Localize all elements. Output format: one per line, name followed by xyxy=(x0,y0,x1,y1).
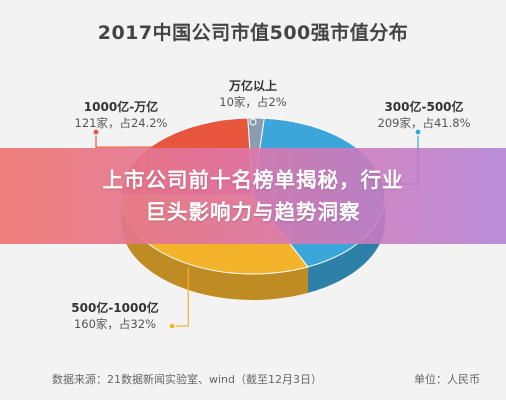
headline-line-1: 上市公司前十名榜单揭秘，行业 xyxy=(102,168,404,192)
slice-label-name: 万亿以上 xyxy=(228,79,277,93)
leader-dot xyxy=(414,128,422,136)
chart-title: 2017中国公司市值500强市值分布 xyxy=(97,22,409,44)
article-headline-banner[interactable]: 上市公司前十名榜单揭秘，行业 巨头影响力与趋势洞察 xyxy=(0,148,506,244)
slice-label-1000-10000: 1000亿-万亿 121家，占24.2% xyxy=(62,99,180,131)
headline-line-2: 巨头影响力与趋势洞察 xyxy=(145,200,361,224)
slice-label-detail: 121家，占24.2% xyxy=(74,116,168,130)
slice-label-detail: 160家，占32% xyxy=(73,317,156,331)
slice-label-detail: 209家，占41.8% xyxy=(377,116,471,130)
slice-label-name: 1000亿-万亿 xyxy=(83,100,159,114)
unit-note: 单位：人民币 xyxy=(414,373,480,386)
slice-label-name: 500亿-1000亿 xyxy=(71,301,159,315)
leader-line xyxy=(172,267,189,327)
slice-label-over-10000: 万亿以上 10家，占2% xyxy=(198,78,308,110)
leader-dot xyxy=(168,322,176,330)
leader-line xyxy=(95,132,168,148)
slice-label-detail: 10家，占2% xyxy=(219,95,287,109)
slice-label-500-1000: 500亿-1000亿 160家，占32% xyxy=(56,300,174,332)
leader-dot xyxy=(92,128,100,136)
slice-label-name: 300亿-500亿 xyxy=(384,100,464,114)
data-source-note: 数据来源：21数据新闻实验室、wind（截至12月3日） xyxy=(52,373,322,386)
slice-label-300-500: 300亿-500亿 209家，占41.8% xyxy=(360,99,488,131)
pie-slice-side xyxy=(307,196,385,293)
leader-dot xyxy=(249,118,257,126)
